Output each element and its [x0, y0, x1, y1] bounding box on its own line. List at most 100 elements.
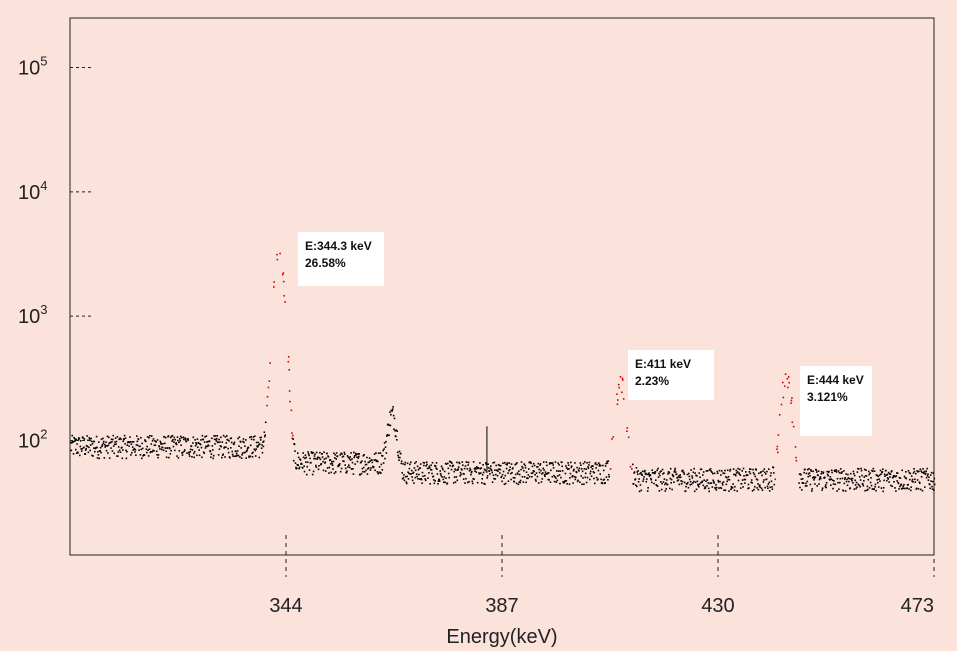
data-point: [130, 443, 133, 445]
data-point: [418, 473, 420, 476]
data-point: [214, 443, 216, 445]
data-point: [397, 454, 399, 457]
data-point: [563, 481, 566, 483]
data-point: [460, 473, 462, 476]
data-point: [229, 437, 232, 440]
data-point: [365, 463, 368, 466]
data-point: [769, 474, 772, 477]
data-point: [530, 462, 532, 465]
data-point: [424, 478, 426, 480]
data-point: [539, 464, 541, 466]
data-point: [813, 477, 816, 479]
data-point: [543, 469, 545, 471]
data-point: [681, 470, 683, 472]
data-point: [856, 471, 859, 473]
data-point: [497, 470, 499, 472]
data-point: [609, 468, 612, 470]
data-point: [656, 485, 659, 487]
data-point: [382, 462, 385, 464]
data-point: [880, 473, 882, 475]
y-tick-label: 103: [18, 302, 47, 328]
data-point: [660, 488, 663, 491]
data-point: [760, 487, 763, 490]
data-point: [680, 480, 682, 482]
data-point: [400, 460, 403, 462]
data-point: [801, 489, 803, 491]
data-point: [716, 486, 718, 489]
data-point: [124, 443, 126, 445]
data-point: [736, 490, 738, 492]
data-point: [832, 487, 834, 490]
data-point: [326, 452, 328, 455]
data-point: [462, 478, 465, 480]
data-point: [469, 467, 471, 470]
data-point: [266, 404, 268, 407]
data-point: [891, 485, 894, 488]
data-point: [136, 435, 138, 437]
data-point: [102, 437, 104, 440]
data-point: [917, 488, 920, 490]
data-point: [79, 454, 81, 457]
data-point: [915, 487, 918, 490]
data-point: [301, 463, 303, 465]
data-point: [584, 472, 587, 475]
data-point: [858, 484, 861, 487]
data-point: [95, 446, 97, 449]
data-point: [249, 455, 252, 457]
data-point: [669, 487, 671, 490]
data-point: [700, 481, 702, 484]
data-point: [573, 475, 576, 478]
data-point: [288, 369, 290, 371]
data-point: [730, 488, 732, 491]
data-point: [801, 478, 804, 480]
data-point: [664, 490, 667, 492]
data-point: [106, 435, 109, 438]
data-point: [728, 479, 731, 481]
data-point: [553, 474, 555, 477]
data-point: [893, 481, 895, 483]
data-point: [916, 470, 918, 472]
data-point: [435, 462, 438, 464]
data-point: [633, 472, 635, 474]
data-point: [604, 482, 606, 484]
data-point: [694, 472, 696, 474]
data-point: [255, 441, 258, 444]
data-point: [807, 473, 810, 475]
data-point: [404, 461, 407, 464]
data-point: [316, 458, 318, 460]
data-point: [699, 468, 702, 471]
data-point: [304, 457, 306, 460]
data-point: [276, 253, 278, 256]
data-point: [266, 396, 269, 398]
data-point: [771, 488, 774, 490]
data-point: [204, 447, 207, 449]
data-point: [174, 449, 176, 452]
data-point: [885, 469, 887, 472]
data-point: [819, 477, 821, 479]
data-point: [838, 471, 841, 474]
data-point: [557, 462, 559, 464]
data-point: [575, 471, 578, 474]
x-tick-label: 387: [485, 595, 518, 617]
data-point: [870, 477, 872, 479]
data-point: [263, 431, 266, 433]
data-point: [187, 439, 190, 441]
data-point: [491, 471, 493, 474]
data-point: [322, 460, 324, 463]
data-point: [115, 440, 118, 443]
data-point: [330, 460, 333, 463]
data-point: [442, 478, 445, 481]
data-point: [642, 478, 645, 480]
annotation-text: E:444 keV: [807, 373, 864, 387]
data-point: [456, 461, 458, 464]
data-point: [353, 456, 356, 459]
data-point: [545, 461, 548, 463]
data-point: [71, 434, 73, 437]
data-point: [296, 464, 299, 466]
data-point: [340, 452, 342, 455]
data-point: [909, 478, 911, 481]
data-point: [882, 490, 884, 493]
data-point: [73, 436, 75, 439]
data-point: [197, 442, 200, 444]
data-point: [832, 483, 835, 485]
